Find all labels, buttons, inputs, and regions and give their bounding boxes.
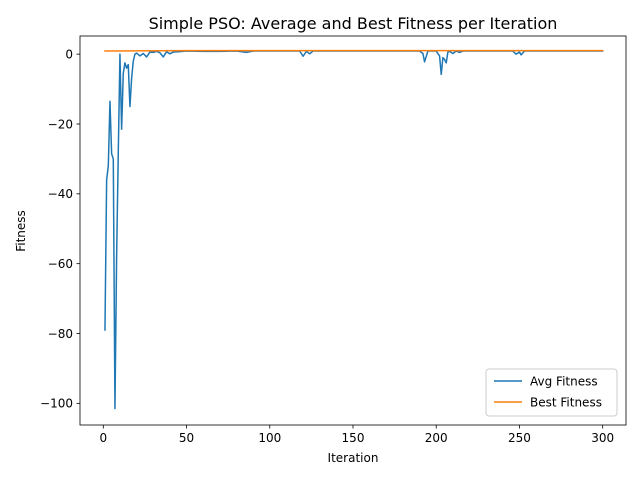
series-line-1: [104, 50, 604, 410]
legend: Avg Fitness Best Fitness: [485, 368, 618, 417]
axes-frame: [79, 35, 627, 426]
x-tick-label: 250: [508, 431, 531, 445]
chart-title: Simple PSO: Average and Best Fitness per…: [149, 14, 558, 33]
y-tick-label: −80: [48, 327, 73, 341]
y-axis-label: Fitness: [14, 210, 28, 252]
legend-label: Avg Fitness: [530, 374, 598, 388]
plot-area: [79, 35, 627, 426]
y-tick-label: −20: [48, 117, 73, 131]
x-tick-label: 150: [342, 431, 365, 445]
x-axis-label: Iteration: [328, 451, 379, 465]
legend-label: Best Fitness: [530, 395, 602, 409]
y-tick-label: −60: [48, 257, 73, 271]
y-axis-ticks: 0 −20 −40 −60 −80 −100: [40, 47, 80, 411]
y-tick-label: −100: [40, 397, 73, 411]
x-tick-label: 200: [425, 431, 448, 445]
y-tick-label: 0: [65, 47, 73, 61]
x-tick-label: 300: [591, 431, 614, 445]
x-tick-label: 50: [179, 431, 194, 445]
x-tick-label: 100: [258, 431, 281, 445]
x-tick-label: 0: [99, 431, 107, 445]
y-tick-label: −40: [48, 187, 73, 201]
x-axis-ticks: 0 50 100 150 200 250 300: [99, 425, 614, 445]
